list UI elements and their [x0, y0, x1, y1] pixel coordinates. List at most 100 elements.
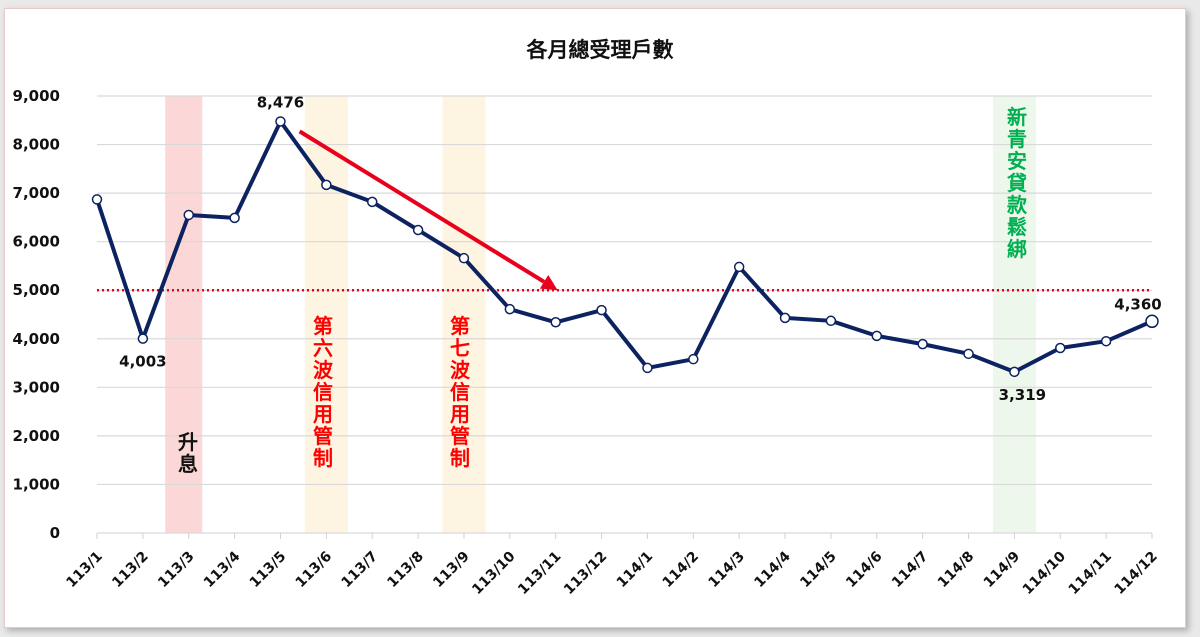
data-point-marker	[229, 212, 240, 224]
data-point-marker	[366, 196, 378, 208]
annotation-char: 管	[313, 424, 333, 448]
data-point-marker	[1009, 366, 1020, 378]
data-point-marker	[1100, 335, 1112, 347]
x-tick-label: 113/10	[469, 548, 519, 598]
annotation-char: 息	[178, 452, 198, 476]
x-tick-label: 113/11	[515, 549, 564, 598]
x-tick-label: 114/2	[660, 549, 702, 591]
y-tick-label: 4,000	[13, 330, 60, 348]
x-tick-label: 114/11	[1066, 549, 1115, 598]
x-tick-label: 114/5	[797, 549, 839, 591]
annotation-char: 波	[313, 358, 334, 382]
chart-title: 各月總受理戶數	[526, 38, 674, 62]
data-point-marker	[412, 224, 424, 236]
annotation-char: 七	[450, 336, 470, 360]
series-path	[95, 119, 1153, 374]
data-point-marker	[91, 194, 103, 205]
annotation-char: 波	[450, 358, 471, 382]
data-point-marker	[871, 330, 883, 342]
trend-arrow-icon	[298, 129, 558, 291]
x-tick-label: 114/9	[981, 549, 1023, 591]
data-point-marker	[917, 338, 928, 350]
y-tick-label: 8,000	[13, 136, 60, 154]
data-point-marker	[1145, 314, 1159, 329]
y-axis: 0 1,000 2,000 3,000 4,000 5,000 6,000 7,000 8,00…	[13, 87, 60, 542]
data-point-marker	[1055, 342, 1066, 354]
x-tick-label: 113/7	[339, 549, 381, 591]
data-point-marker	[275, 116, 286, 127]
x-tick-label: 113/9	[430, 549, 472, 591]
annotation-char: 制	[313, 446, 333, 470]
annotation-char: 制	[450, 446, 470, 470]
data-point-marker	[642, 362, 653, 374]
x-tick-label: 113/6	[293, 549, 335, 591]
data-point-marker	[596, 304, 607, 316]
annotation-char: 貸	[1006, 171, 1027, 195]
annotation-band	[442, 96, 486, 533]
data-point-marker	[550, 317, 561, 328]
annotation-char: 鬆	[1007, 215, 1027, 239]
annotation-char: 信	[313, 380, 333, 404]
annotation-char: 青	[1007, 127, 1027, 151]
x-tick-label: 113/1	[63, 549, 105, 591]
y-tick-label: 6,000	[13, 233, 60, 251]
arrow-head	[539, 275, 558, 291]
x-tick-label: 114/1	[614, 549, 656, 591]
y-tick-label: 9,000	[13, 87, 60, 105]
series-line	[91, 116, 1159, 378]
x-axis: 113/1 113/2 113/3 113/4 113/5 113/6 113/7 113/8…	[63, 533, 1161, 598]
annotation-char: 六	[313, 336, 333, 360]
arrow-shaft	[298, 129, 546, 284]
data-point-marker	[137, 333, 149, 344]
annotation-char: 綁	[1007, 237, 1027, 261]
x-tick-label: 113/2	[109, 549, 151, 591]
x-tick-label: 114/4	[751, 548, 794, 591]
y-tick-label: 3,000	[13, 378, 60, 396]
annotation-char: 信	[450, 380, 470, 404]
x-tick-label: 114/3	[706, 549, 748, 591]
x-tick-label: 114/10	[1020, 548, 1070, 598]
annotation-char: 安	[1007, 149, 1027, 173]
x-tick-label: 113/3	[155, 549, 197, 591]
data-point-marker	[779, 312, 791, 324]
annotation-char: 第	[450, 314, 470, 338]
annotation-char: 用	[450, 402, 470, 426]
data-point-marker	[321, 179, 332, 191]
x-tick-label: 113/12	[561, 549, 610, 598]
annotation-band	[992, 96, 1036, 533]
x-tick-label: 114/6	[843, 549, 885, 591]
x-tick-label: 114/7	[889, 549, 931, 591]
y-tick-label: 7,000	[13, 184, 60, 202]
data-point-marker	[733, 261, 745, 273]
data-point-marker	[963, 348, 974, 360]
data-label: 3,319	[999, 386, 1046, 404]
x-tick-label: 114/12	[1111, 549, 1160, 598]
y-tick-label: 5,000	[13, 281, 60, 299]
annotation-char: 新	[1007, 105, 1027, 129]
annotation-char: 升	[178, 430, 198, 454]
annotation-band	[165, 96, 203, 533]
annotation-char: 用	[313, 402, 333, 426]
data-label: 8,476	[257, 93, 304, 111]
y-tick-label: 2,000	[13, 427, 60, 445]
x-tick-label: 113/5	[247, 549, 289, 591]
data-point-marker	[458, 252, 470, 264]
annotation-char: 款	[1007, 193, 1028, 217]
data-point-marker	[183, 209, 194, 221]
annotation-band	[304, 96, 348, 533]
data-label: 4,360	[1114, 295, 1161, 313]
annotation-char: 第	[313, 314, 333, 338]
data-point-marker	[825, 315, 837, 327]
x-tick-label: 113/4	[201, 548, 244, 591]
data-labels: 4,003 8,476 3,319 4,360	[119, 93, 1162, 403]
y-tick-label: 0	[50, 524, 60, 542]
x-tick-label: 113/8	[384, 549, 426, 591]
data-point-marker	[688, 353, 699, 365]
y-tick-label: 1,000	[13, 475, 60, 493]
data-point-marker	[504, 303, 516, 315]
annotation-char: 管	[450, 424, 470, 448]
data-label: 4,003	[119, 353, 166, 371]
x-tick-label: 114/8	[935, 549, 977, 591]
